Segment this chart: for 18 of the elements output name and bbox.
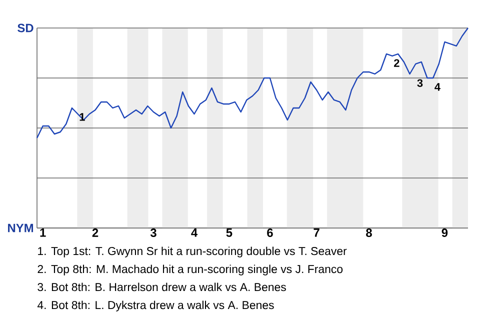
x-tick-label: 2 (92, 228, 98, 237)
text: 4. Bot 8th: L. Dykstra drew a walk vs A. Benes (37, 300, 274, 312)
annotation: 2 (394, 59, 400, 67)
annotation: 3 (417, 79, 423, 87)
x-tick-label: 3 (150, 228, 156, 238)
text: 1. Top 1st: T. Gwynn Sr hit a run-scoring double vs T. Seaver (38, 246, 347, 258)
x-tick-label: 9 (442, 228, 448, 237)
text: SD (18, 24, 34, 32)
annotation: 4 (434, 83, 440, 91)
x-tick-label: 6 (267, 228, 273, 237)
x-tick-label: 5 (226, 228, 232, 237)
x-tick-label: 1 (40, 228, 46, 237)
x-tick-label: 8 (366, 228, 372, 237)
text: NYM (8, 224, 34, 232)
x-tick-label: 7 (314, 228, 320, 237)
x-tick-label: 4 (191, 228, 198, 237)
text: 3. Bot 8th: B. Harrelson drew a walk vs A. Benes (38, 282, 286, 292)
text: 2. Top 8th: M. Machado hit a run-scoring single vs J. Franco (38, 264, 343, 276)
